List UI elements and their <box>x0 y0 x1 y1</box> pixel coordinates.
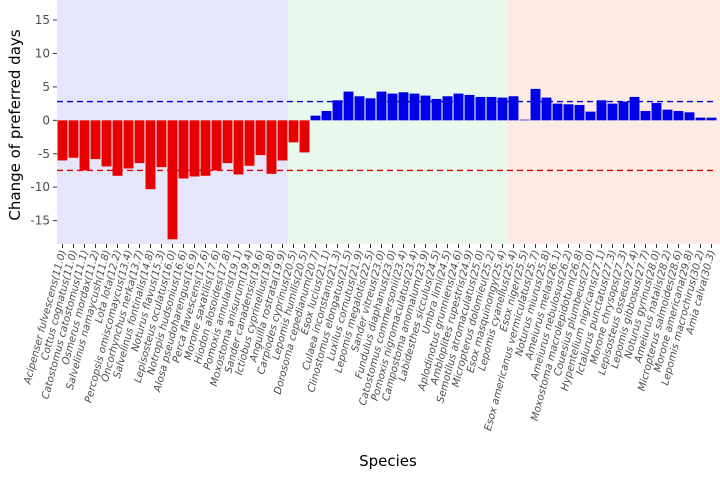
bar-15 <box>211 120 222 171</box>
reference-lines <box>57 100 717 172</box>
bar-44 <box>530 88 541 121</box>
bar-47 <box>563 104 574 121</box>
bar-56 <box>662 109 673 121</box>
bar-31 <box>387 93 398 121</box>
bar-50 <box>596 100 607 121</box>
bar-59 <box>695 117 706 121</box>
bar-19 <box>255 120 266 156</box>
bar-58 <box>684 112 695 121</box>
bar-53 <box>629 96 640 121</box>
bar-32 <box>398 92 409 121</box>
bar-33 <box>409 93 420 121</box>
bar-28 <box>354 96 365 121</box>
bar-37 <box>453 93 464 121</box>
bar-1 <box>57 120 68 161</box>
bar-46 <box>552 103 563 121</box>
bar-11 <box>167 120 178 240</box>
x-axis: Acipenser fulvescens(11.0)Cottus cognatu… <box>22 244 718 432</box>
bar-24 <box>310 115 321 121</box>
bar-40 <box>486 96 497 121</box>
y-tick-label: -10 <box>30 180 50 194</box>
bar-10 <box>156 120 167 168</box>
bar-35 <box>431 98 442 121</box>
bar-5 <box>101 120 112 167</box>
bar-49 <box>585 111 596 121</box>
background-band-2 <box>288 0 508 244</box>
bar-25 <box>321 110 332 121</box>
bar-26 <box>332 100 343 121</box>
bar-21 <box>277 120 288 161</box>
bar-3 <box>79 120 90 171</box>
bar-48 <box>574 104 585 121</box>
bar-45 <box>541 97 552 121</box>
bar-17 <box>233 120 244 175</box>
bar-54 <box>640 110 651 121</box>
background-bands <box>57 0 720 244</box>
y-tick-label: 15 <box>35 13 50 27</box>
background-band-3 <box>508 0 720 244</box>
bars-group <box>57 88 717 240</box>
bar-39 <box>475 96 486 121</box>
y-tick-label: -15 <box>30 214 50 228</box>
bar-34 <box>420 95 431 121</box>
bar-36 <box>442 96 453 121</box>
bar-27 <box>343 91 354 121</box>
bar-29 <box>365 98 376 121</box>
bar-2 <box>68 120 79 158</box>
y-axis: -15 -10 -5 0 5 10 15 <box>30 13 57 228</box>
bar-60 <box>706 117 717 121</box>
bar-57 <box>673 110 684 121</box>
bar-6 <box>112 120 123 176</box>
bar-55 <box>651 102 662 121</box>
bar-51 <box>607 103 618 121</box>
bar-22 <box>288 120 299 143</box>
y-tick-label: 5 <box>42 80 50 94</box>
bar-14 <box>200 120 211 176</box>
bar-43 <box>519 119 530 121</box>
bar-7 <box>123 120 134 169</box>
y-tick-label: 10 <box>35 46 50 60</box>
bar-13 <box>189 120 200 177</box>
bar-8 <box>134 120 145 164</box>
bar-38 <box>464 94 475 121</box>
x-axis-title: Species <box>359 452 417 470</box>
bar-4 <box>90 120 101 160</box>
bar-41 <box>497 97 508 121</box>
y-tick-label: -5 <box>38 147 50 161</box>
bar-16 <box>222 120 233 164</box>
y-axis-title: Change of preferred days <box>6 29 24 220</box>
bar-23 <box>299 120 310 153</box>
bar-42 <box>508 96 519 121</box>
bar-30 <box>376 91 387 121</box>
bar-52 <box>618 101 629 121</box>
y-tick-label: 0 <box>42 113 50 127</box>
bar-9 <box>145 120 156 190</box>
bar-12 <box>178 120 189 179</box>
bar-20 <box>266 120 277 174</box>
bar-18 <box>244 120 255 166</box>
